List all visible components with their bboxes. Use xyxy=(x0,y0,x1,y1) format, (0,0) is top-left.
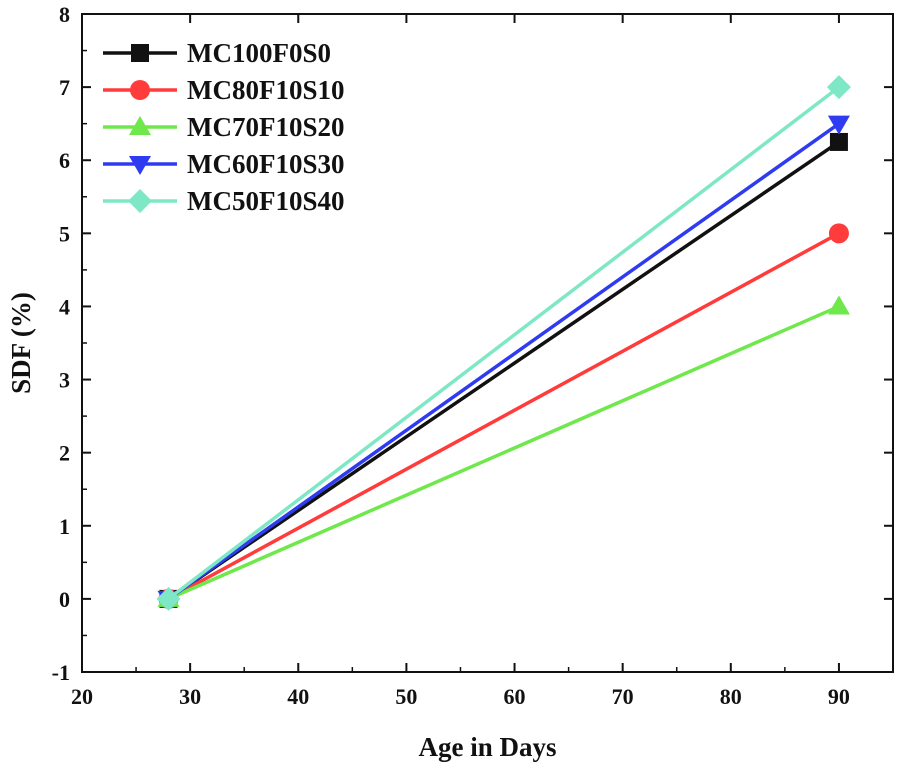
x-tick-label: 20 xyxy=(71,684,93,709)
legend-marker xyxy=(130,80,150,100)
series-line xyxy=(167,304,840,601)
x-tick-label: 60 xyxy=(504,684,526,709)
y-tick-label: 5 xyxy=(59,221,70,246)
y-tick-label: 3 xyxy=(59,368,70,393)
legend: MC100F0S0 MC80F10S10 MC70F10S20 MC60F10S30 M… xyxy=(103,38,345,216)
legend-marker xyxy=(129,116,151,135)
data-point xyxy=(827,115,850,135)
x-tick-label: 70 xyxy=(612,684,634,709)
data-point xyxy=(829,132,848,151)
series-line xyxy=(167,231,840,601)
legend-item: MC100F0S0 xyxy=(103,38,331,68)
x-tick-label: 30 xyxy=(179,684,201,709)
y-tick-label: 4 xyxy=(59,294,70,319)
y-tick-label: -1 xyxy=(52,660,70,685)
data-point xyxy=(828,223,849,244)
x-tick-label: 50 xyxy=(395,684,417,709)
y-tick-label: 6 xyxy=(59,148,70,173)
series-line xyxy=(167,122,840,601)
x-axis: 20 30 40 50 60 70 80 90 xyxy=(71,14,894,709)
y-tick-label: 7 xyxy=(59,75,70,100)
y-axis: -1 0 1 2 3 4 5 6 7 8 xyxy=(52,2,893,685)
x-axis-title: Age in Days xyxy=(418,732,556,762)
y-tick-label: 8 xyxy=(59,2,70,27)
x-tick-label: 80 xyxy=(720,684,742,709)
series-line xyxy=(167,140,840,601)
series-layer xyxy=(156,75,851,611)
x-tick-label: 40 xyxy=(287,684,309,709)
y-axis-title: SDF (%) xyxy=(6,292,36,394)
legend-item: MC60F10S30 xyxy=(103,149,345,179)
legend-label: MC50F10S40 xyxy=(187,186,345,216)
legend-marker xyxy=(128,189,152,213)
legend-label: MC100F0S0 xyxy=(187,38,331,68)
x-tick-label: 90 xyxy=(828,684,850,709)
data-point xyxy=(826,75,851,100)
legend-item: MC50F10S40 xyxy=(103,186,345,216)
legend-item: MC80F10S10 xyxy=(103,75,345,105)
legend-label: MC70F10S20 xyxy=(187,112,345,142)
series-MC50F10S40 xyxy=(156,75,851,611)
y-tick-label: 1 xyxy=(59,514,70,539)
legend-marker xyxy=(131,44,149,62)
y-tick-label: 2 xyxy=(59,441,70,466)
data-point xyxy=(827,295,850,315)
y-tick-label: 0 xyxy=(59,587,70,612)
legend-marker xyxy=(129,156,151,175)
legend-item: MC70F10S20 xyxy=(103,112,345,142)
data-point xyxy=(156,586,181,611)
legend-label: MC60F10S30 xyxy=(187,149,345,179)
series-line xyxy=(167,85,840,601)
legend-label: MC80F10S10 xyxy=(187,75,345,105)
series-MC80F10S10 xyxy=(158,223,849,609)
